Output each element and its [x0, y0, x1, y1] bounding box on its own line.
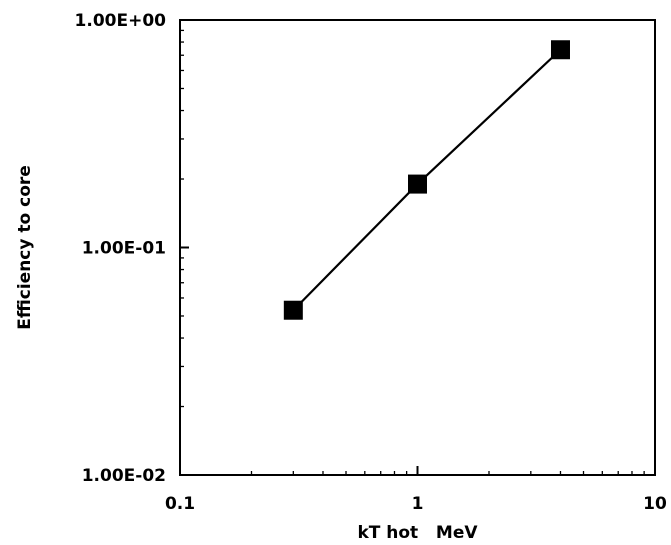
x-tick-label: 0.1	[165, 494, 195, 514]
y-tick-label: 1.00E-01	[82, 239, 166, 259]
x-tick-label: 1	[412, 494, 424, 514]
y-tick-label: 1.00E-02	[82, 466, 166, 486]
data-point-marker	[283, 300, 303, 320]
tick-labels: 0.1 1 10 1.00E+00 1.00E-01 1.00E-02	[75, 11, 667, 514]
data-point-marker	[408, 174, 427, 194]
data-point-marker	[550, 40, 570, 60]
x-axis-title: kT hot MeV	[357, 523, 478, 543]
series-layer	[283, 40, 570, 320]
y-tick-label: 1.00E+00	[75, 11, 167, 31]
x-tick-label: 10	[643, 494, 667, 514]
y-axis-title: Efficiency to core	[15, 165, 35, 330]
plot-frame	[179, 19, 656, 476]
